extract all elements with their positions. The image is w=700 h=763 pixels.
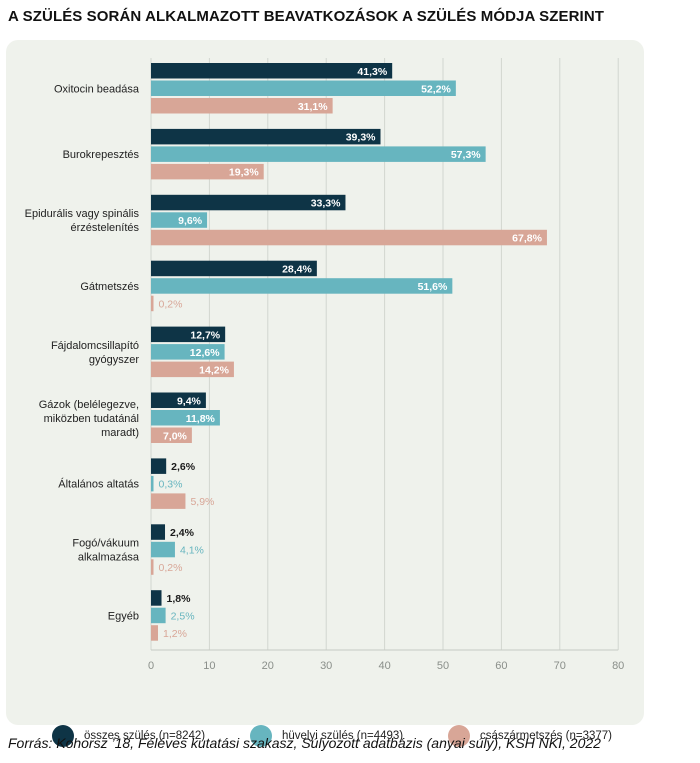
category-label-4-line-1: gyógyszer [89, 354, 139, 366]
bar-series-2-cat-4 [151, 361, 234, 378]
bar-series-0-cat-7 [151, 524, 166, 540]
legend-swatch-vaginal [250, 725, 272, 747]
bar-series-1-cat-0 [151, 80, 456, 96]
x-tick-label-60: 60 [495, 660, 507, 672]
bar-series-1-cat-8 [151, 607, 166, 624]
legend-item-vaginal: hüvelyi szülés (n=4493) [250, 724, 403, 748]
legend-label-cesarean: császármetszés (n=3377) [480, 730, 612, 742]
legend-swatch-total [52, 725, 74, 747]
x-tick-label-0: 0 [148, 660, 154, 672]
category-label-8: Egyéb [108, 610, 139, 622]
category-label-0: Oxitocin beadása [54, 83, 140, 95]
category-label-1: Burokrepesztés [63, 149, 140, 161]
bar-series-1-cat-1 [151, 146, 486, 162]
category-label-7-line-0: Fogó/vákuum [72, 538, 139, 550]
data-label-series-0-cat-6: 2,6% [171, 461, 196, 473]
category-label-2-line-0: Epidurális vagy spinális [25, 208, 140, 220]
chart-title: A SZÜLÉS SORÁN ALKALMAZOTT BEAVATKOZÁSOK… [8, 8, 605, 25]
chart-panel: 0 10 20 30 40 50 60 70 80 Oxitocin beadása 41,3% 52… [6, 40, 644, 747]
bar-series-2-cat-5 [151, 427, 192, 443]
bar-series-0-cat-0 [151, 63, 393, 79]
bar-series-0-cat-3 [151, 260, 317, 277]
data-label-series-2-cat-1: 19,3% [229, 167, 259, 179]
category-label-5-line-2: maradt) [101, 427, 139, 439]
data-label-series-1-cat-0: 52,2% [421, 83, 451, 95]
bar-series-1-cat-7 [151, 541, 175, 558]
data-label-series-2-cat-4: 14,2% [199, 364, 229, 376]
x-tick-label-10: 10 [203, 660, 215, 672]
bar-series-0-cat-6 [151, 458, 167, 474]
category-label-5-line-1: miközben tudatánál [44, 413, 139, 425]
legend-label-vaginal: hüvelyi szülés (n=4493) [282, 730, 404, 742]
legend-item-total: összes szülés (n=8242) [52, 724, 205, 748]
data-label-series-0-cat-3: 28,4% [282, 263, 312, 275]
bar-series-2-cat-6 [151, 493, 186, 509]
bar-series-1-cat-2 [151, 212, 208, 228]
x-tick-label-80: 80 [612, 660, 624, 672]
bar-series-1-cat-5 [151, 410, 220, 426]
data-label-series-2-cat-7: 0,2% [159, 562, 183, 574]
data-label-series-1-cat-2: 9,6% [178, 215, 203, 227]
data-label-series-1-cat-1: 57,3% [451, 149, 481, 161]
data-label-series-2-cat-6: 5,9% [190, 496, 214, 508]
legend-swatch-cesarean [448, 725, 470, 747]
data-label-series-1-cat-4: 12,6% [190, 347, 220, 359]
bar-series-2-cat-2 [151, 229, 547, 246]
category-label-2-line-1: érzéstelenítés [71, 222, 140, 234]
category-label-5-line-0: Gázok (belélegezve, [39, 399, 139, 411]
data-label-series-0-cat-5: 9,4% [177, 395, 202, 407]
data-label-series-2-cat-2: 67,8% [512, 233, 542, 245]
x-tick-label-20: 20 [262, 660, 274, 672]
bar-series-2-cat-0 [151, 98, 333, 114]
bar-series-1-cat-6 [151, 475, 154, 492]
data-label-series-2-cat-0: 31,1% [298, 101, 328, 113]
bar-series-0-cat-8 [151, 590, 162, 606]
data-label-series-2-cat-3: 0,2% [159, 298, 183, 310]
data-label-series-0-cat-7: 2,4% [170, 527, 195, 539]
data-label-series-1-cat-7: 4,1% [180, 545, 204, 557]
data-label-series-1-cat-5: 11,8% [186, 413, 216, 425]
source-note: Forrás: Kohorsz ’18, Féléves kutatási sz… [8, 735, 601, 751]
bar-series-0-cat-1 [151, 128, 381, 145]
legend-item-cesarean: császármetszés (n=3377) [448, 724, 612, 748]
data-label-series-2-cat-5: 7,0% [163, 430, 188, 442]
bar-series-1-cat-3 [151, 278, 453, 294]
data-label-series-0-cat-1: 39,3% [346, 132, 376, 144]
data-label-series-0-cat-0: 41,3% [357, 66, 387, 78]
category-label-4-line-0: Fájdalomcsillapító [51, 340, 139, 352]
bar-series-2-cat-3 [151, 295, 154, 312]
data-label-series-1-cat-6: 0,3% [159, 479, 183, 491]
data-label-series-1-cat-8: 2,5% [171, 610, 195, 622]
bar-series-2-cat-7 [151, 559, 154, 575]
x-tick-label-40: 40 [378, 660, 390, 672]
x-tick-label-70: 70 [554, 660, 566, 672]
bar-chart: 0 10 20 30 40 50 60 70 80 Oxitocin beadása 41,3% 52… [25, 58, 624, 672]
data-label-series-0-cat-2: 33,3% [311, 198, 341, 210]
bar-series-0-cat-2 [151, 194, 346, 211]
bar-series-0-cat-4 [151, 326, 226, 343]
category-label-3: Gátmetszés [80, 281, 139, 293]
bar-series-1-cat-4 [151, 344, 225, 360]
bar-series-2-cat-8 [151, 625, 159, 641]
data-label-series-1-cat-3: 51,6% [418, 281, 448, 293]
data-label-series-0-cat-8: 1,8% [167, 593, 192, 605]
data-label-series-0-cat-4: 12,7% [190, 329, 220, 341]
x-tick-label-30: 30 [320, 660, 332, 672]
category-label-6: Általános altatás [58, 478, 139, 491]
legend-label-total: összes szülés (n=8242) [84, 730, 206, 742]
bar-series-2-cat-1 [151, 163, 264, 180]
category-label-7-line-1: alkalmazása [78, 552, 140, 564]
data-label-series-2-cat-8: 1,2% [163, 628, 187, 640]
x-tick-label-50: 50 [437, 660, 449, 672]
bar-series-0-cat-5 [151, 392, 206, 408]
